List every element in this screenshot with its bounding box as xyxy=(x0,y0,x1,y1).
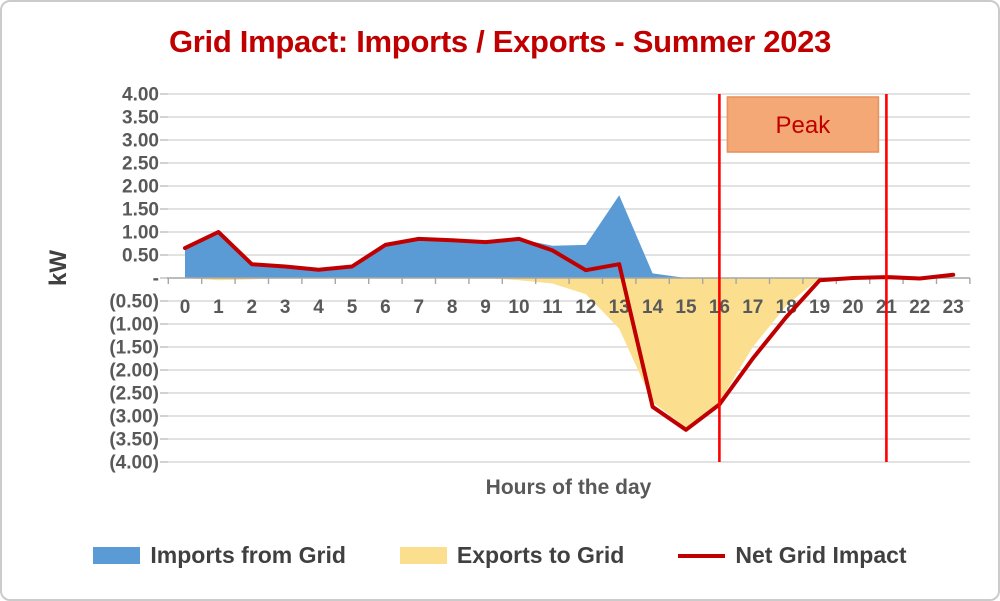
y-tick-label: (4.00) xyxy=(109,453,159,474)
legend-item-net-grid-impact: Net Grid Impact xyxy=(678,542,907,569)
x-axis-title: Hours of the day xyxy=(485,476,652,499)
legend-line-swatch xyxy=(678,553,726,558)
exports-to-grid-area xyxy=(185,278,954,428)
y-tick-label: 3.00 xyxy=(122,131,159,152)
x-tick-label: 8 xyxy=(447,297,458,318)
x-tick-label: 0 xyxy=(180,297,191,318)
x-tick-label: 20 xyxy=(842,297,863,318)
x-tick-label: 14 xyxy=(642,297,664,318)
x-tick-label: 11 xyxy=(542,297,563,318)
y-tick-label: (1.00) xyxy=(109,315,159,336)
imports-from-grid-area xyxy=(185,195,954,278)
y-tick-label: (0.50) xyxy=(109,292,159,313)
y-tick-label: - xyxy=(153,269,159,290)
x-tick-label: 1 xyxy=(213,297,224,318)
y-tick-label: 1.50 xyxy=(122,200,159,221)
gridlines xyxy=(160,93,970,463)
x-tick-label: 7 xyxy=(414,297,425,318)
y-tick-label: 1.00 xyxy=(122,223,159,244)
x-tick-label: 10 xyxy=(508,297,529,318)
y-axis-tick-labels: 4.003.503.002.502.001.501.000.50-(0.50)(… xyxy=(109,85,159,474)
x-tick-label: 2 xyxy=(247,297,258,318)
peak-band: Peak xyxy=(718,94,888,462)
y-tick-label: 3.50 xyxy=(122,108,159,129)
y-tick-label: (2.00) xyxy=(109,361,159,382)
x-tick-label: 12 xyxy=(575,297,596,318)
x-tick-label: 3 xyxy=(280,297,291,318)
x-tick-label: 6 xyxy=(380,297,391,318)
x-tick-label: 13 xyxy=(609,297,630,318)
chart-title: Grid Impact: Imports / Exports - Summer … xyxy=(168,24,832,59)
y-tick-label: 4.00 xyxy=(122,85,159,106)
y-tick-label: 2.50 xyxy=(122,154,159,175)
y-tick-label: (3.00) xyxy=(109,407,159,428)
y-tick-label: 0.50 xyxy=(122,246,159,267)
legend: Imports from Grid Exports to Grid Net Grid… xyxy=(2,542,998,569)
y-tick-label: (3.50) xyxy=(109,430,159,451)
net-grid-impact-line xyxy=(183,230,956,432)
legend-area-swatch xyxy=(93,547,141,564)
legend-item-imports-from-grid: Imports from Grid xyxy=(93,542,346,569)
y-tick-label: 2.00 xyxy=(122,177,159,198)
peak-label-box xyxy=(726,96,880,153)
peak-label: Peak xyxy=(776,112,832,139)
y-tick-label: (2.50) xyxy=(109,384,159,405)
legend-area-swatch xyxy=(399,547,447,564)
legend-label: Imports from Grid xyxy=(150,542,346,568)
y-tick-label: (1.50) xyxy=(109,338,159,359)
x-tick-label: 23 xyxy=(943,297,964,318)
x-tick-label: 17 xyxy=(742,297,763,318)
x-tick-label: 22 xyxy=(909,297,930,318)
legend-label: Net Grid Impact xyxy=(735,542,907,568)
legend-item-exports-to-grid: Exports to Grid xyxy=(399,542,625,569)
x-tick-label: 9 xyxy=(480,297,491,318)
x-tick-label: 5 xyxy=(347,297,358,318)
x-tick-label: 4 xyxy=(313,297,324,318)
legend-label: Exports to Grid xyxy=(456,542,625,568)
x-tick-label: 19 xyxy=(809,297,830,318)
x-tick-label: 15 xyxy=(675,297,697,318)
x-axis-tick-labels: 0 1 2 3 4 5 6 7 8 9 10 11 12 13 14 15 16 17 18 19 20 21 22 23 xyxy=(180,297,964,318)
